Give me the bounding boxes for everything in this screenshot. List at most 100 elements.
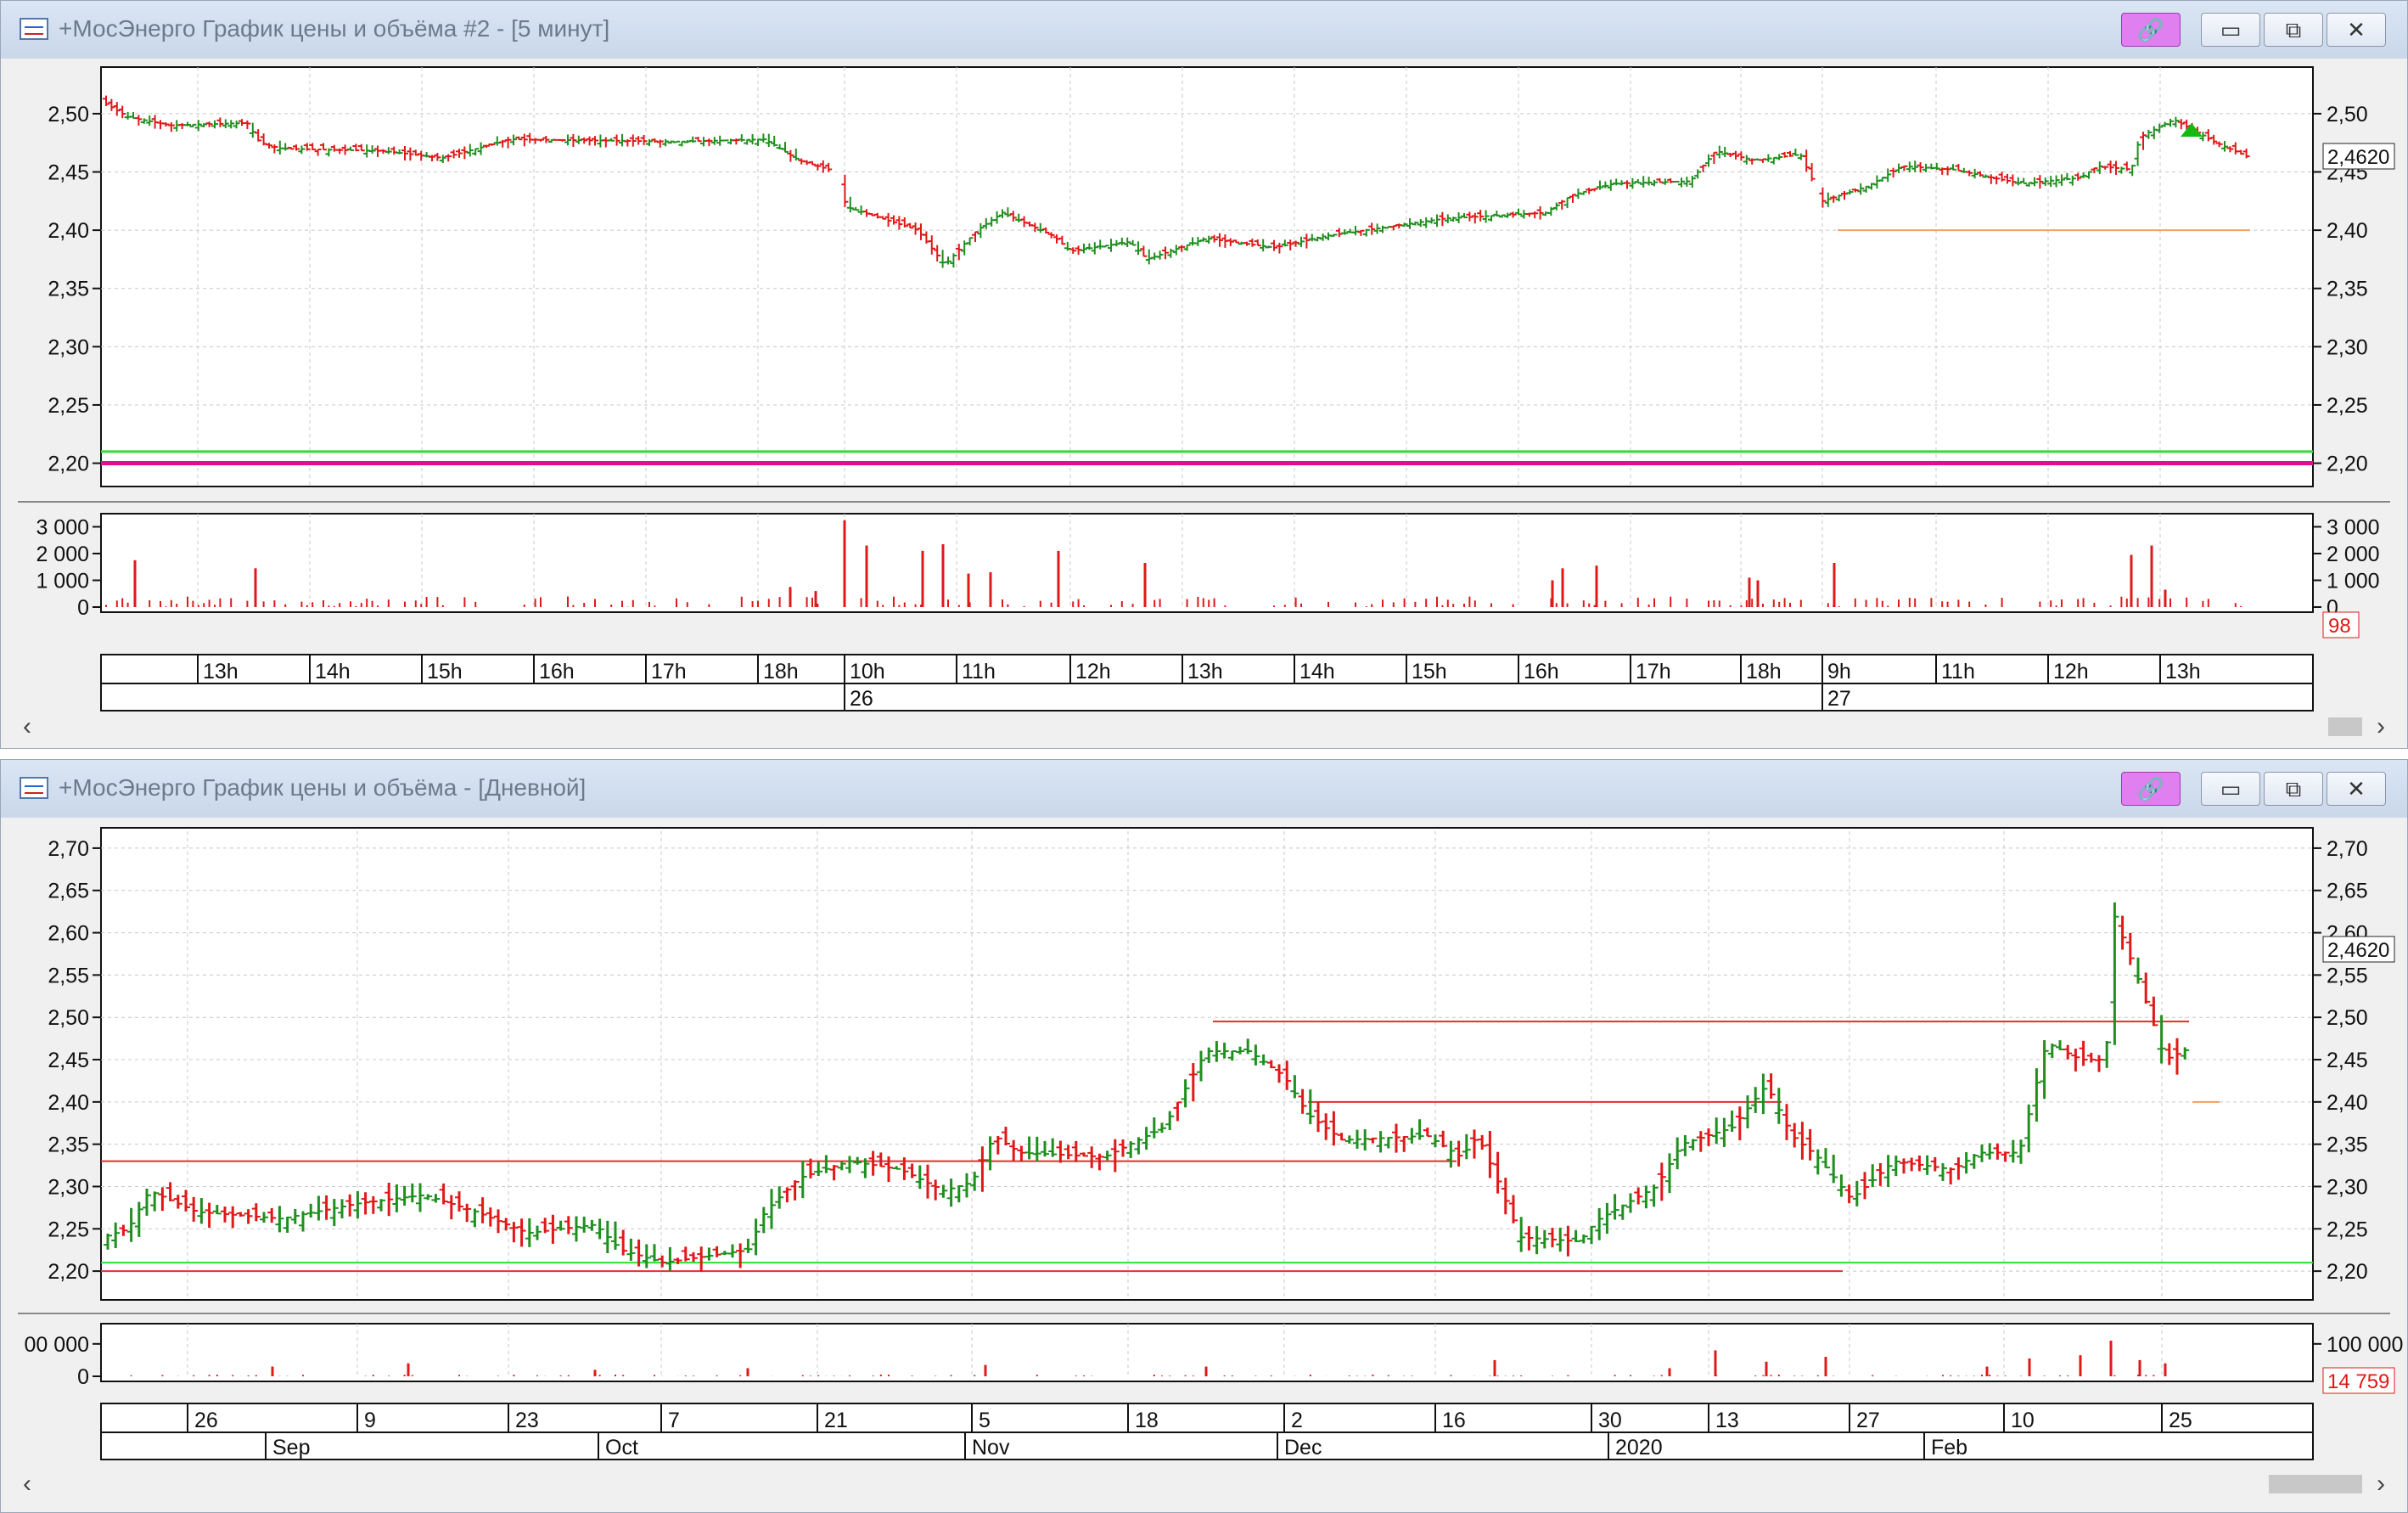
price-bars [103, 95, 2250, 268]
price-tick-label: 2,20 [48, 453, 89, 476]
volume-tick-label: 2 000 [36, 543, 89, 566]
price-tick-label: 2,35 [2327, 278, 2368, 301]
hour-label: 17h [651, 660, 687, 683]
price-tick-label: 2,70 [2327, 837, 2368, 861]
week-label: 18 [1135, 1409, 1159, 1432]
last-price-box [2322, 143, 2395, 170]
restore-button[interactable]: ⧉ [2264, 13, 2323, 47]
price-tick-label: 2,55 [48, 964, 89, 987]
volume-tick-label: 100 000 [2327, 1333, 2403, 1357]
price-tick-label: 2,25 [48, 394, 89, 418]
minimize-icon: ▭ [2220, 776, 2242, 801]
price-tick-label: 2,40 [48, 219, 89, 243]
close-icon: ✕ [2347, 17, 2366, 42]
volume-axis-left: 3 000 2 000 1 000 0 [36, 515, 101, 620]
hour-label: 16h [539, 660, 575, 683]
week-label: 13 [1715, 1409, 1739, 1432]
hour-label: 12h [2053, 660, 2089, 683]
chart-window-daily[interactable]: +МосЭнерго График цены и объёма - [Дневн… [0, 759, 2408, 1513]
trade-arrow-icon [2181, 123, 2203, 137]
last-volume-label: 98 [2328, 615, 2351, 638]
week-label: 27 [1856, 1409, 1880, 1432]
scroll-left-icon[interactable]: ‹ [23, 712, 31, 740]
volume-bars [130, 1341, 2167, 1376]
price-panel[interactable] [100, 66, 2314, 487]
price-tick-label: 2,30 [48, 1175, 89, 1199]
scroll-thumb[interactable] [2328, 717, 2362, 736]
last-price-box [2322, 936, 2395, 963]
time-axis-hours [100, 654, 2314, 684]
price-levels[interactable] [101, 229, 2313, 466]
restore-icon: ⧉ [2285, 776, 2302, 801]
volume-tick-label: 3 000 [36, 515, 89, 539]
close-button[interactable]: ✕ [2327, 772, 2386, 806]
last-price-label: 2,4620 [2327, 146, 2389, 169]
chart-window-5min[interactable]: +МосЭнерго График цены и объёма #2 - [5 … [0, 0, 2408, 749]
price-levels[interactable] [101, 1021, 2313, 1273]
week-label: 26 [194, 1409, 218, 1432]
link-button[interactable]: 🔗 [2121, 13, 2181, 47]
close-button[interactable]: ✕ [2327, 13, 2386, 47]
volume-tick-label: 1 000 [2327, 569, 2380, 593]
chart-area[interactable]: 2,50 2,45 2,40 2,35 2,30 2,25 2,20 2,50 2,45 2,4… [1, 59, 2407, 719]
price-tick-label: 2,25 [2327, 1218, 2368, 1241]
scroll-right-icon[interactable]: › [2377, 1470, 2385, 1498]
week-label: 25 [2169, 1409, 2192, 1432]
week-label: 23 [515, 1409, 539, 1432]
price-tick-label: 2,65 [48, 880, 89, 903]
price-tick-label: 2,45 [48, 1049, 89, 1072]
price-tick-label: 2,30 [2327, 335, 2368, 359]
price-tick-label: 2,55 [2327, 964, 2368, 987]
title-bar[interactable]: +МосЭнерго График цены и объёма - [Дневн… [1, 760, 2407, 818]
price-tick-label: 2,65 [2327, 880, 2368, 903]
price-tick-label: 2,30 [2327, 1175, 2368, 1199]
volume-tick-label: 0 [77, 596, 89, 620]
day-label: 27 [1827, 687, 1851, 711]
minimize-button[interactable]: ▭ [2201, 13, 2260, 47]
time-axis-days [100, 683, 2314, 712]
month-label: Nov [972, 1436, 1010, 1460]
price-panel[interactable] [100, 827, 2314, 1301]
volume-tick-label: 0 [77, 1365, 89, 1389]
month-label: Sep [272, 1436, 310, 1460]
title-bar[interactable]: +МосЭнерго График цены и объёма #2 - [5 … [1, 1, 2407, 59]
week-label: 30 [1598, 1409, 1622, 1432]
price-tick-label: 2,50 [48, 1006, 89, 1030]
window-title: +МосЭнерго График цены и объёма - [Дневн… [59, 774, 587, 801]
price-tick-label: 2,45 [48, 161, 89, 185]
volume-tick-label: 1 000 [36, 569, 89, 593]
last-price-label: 2,4620 [2327, 939, 2389, 962]
time-axis-weeks [100, 1403, 2314, 1433]
hour-label: 16h [1524, 660, 1559, 683]
hour-label: 18h [763, 660, 799, 683]
price-tick-label: 2,35 [48, 278, 89, 301]
scroll-thumb[interactable] [2269, 1475, 2362, 1493]
link-button[interactable]: 🔗 [2121, 772, 2181, 806]
week-label: 10 [2011, 1409, 2035, 1432]
price-tick-label: 2,20 [48, 1260, 89, 1284]
volume-panel[interactable] [100, 513, 2314, 613]
scroll-left-icon[interactable]: ‹ [23, 1470, 31, 1498]
horizontal-scrollbar[interactable]: ‹ › [18, 1470, 2390, 1499]
price-axis-left: 2,70 2,65 2,60 2,55 2,50 2,45 2,40 2,35 2,30 2,25… [48, 837, 101, 1284]
minimize-button[interactable]: ▭ [2201, 772, 2260, 806]
week-label: 2 [1291, 1409, 1303, 1432]
price-axis-left: 2,50 2,45 2,40 2,35 2,30 2,25 2,20 [48, 103, 101, 476]
hour-label: 18h [1746, 660, 1782, 683]
price-tick-label: 2,35 [2327, 1133, 2368, 1157]
hour-label: 14h [315, 660, 351, 683]
link-icon: 🔗 [2136, 776, 2165, 801]
scroll-right-icon[interactable]: › [2377, 712, 2385, 740]
week-label: 9 [364, 1409, 376, 1432]
chart-area[interactable]: 2,70 2,65 2,60 2,55 2,50 2,45 2,40 2,35 2,30 2,25… [1, 818, 2407, 1480]
restore-button[interactable]: ⧉ [2264, 772, 2323, 806]
horizontal-scrollbar[interactable]: ‹ › [18, 712, 2390, 741]
price-tick-label: 2,20 [2327, 1260, 2368, 1284]
price-tick-label: 2,25 [48, 1218, 89, 1241]
price-tick-label: 2,50 [2327, 1006, 2368, 1030]
hour-label: 9h [1827, 660, 1851, 683]
last-volume-box [2322, 611, 2360, 638]
hour-label: 13h [203, 660, 239, 683]
restore-icon: ⧉ [2285, 17, 2302, 42]
week-label: 5 [979, 1409, 991, 1432]
